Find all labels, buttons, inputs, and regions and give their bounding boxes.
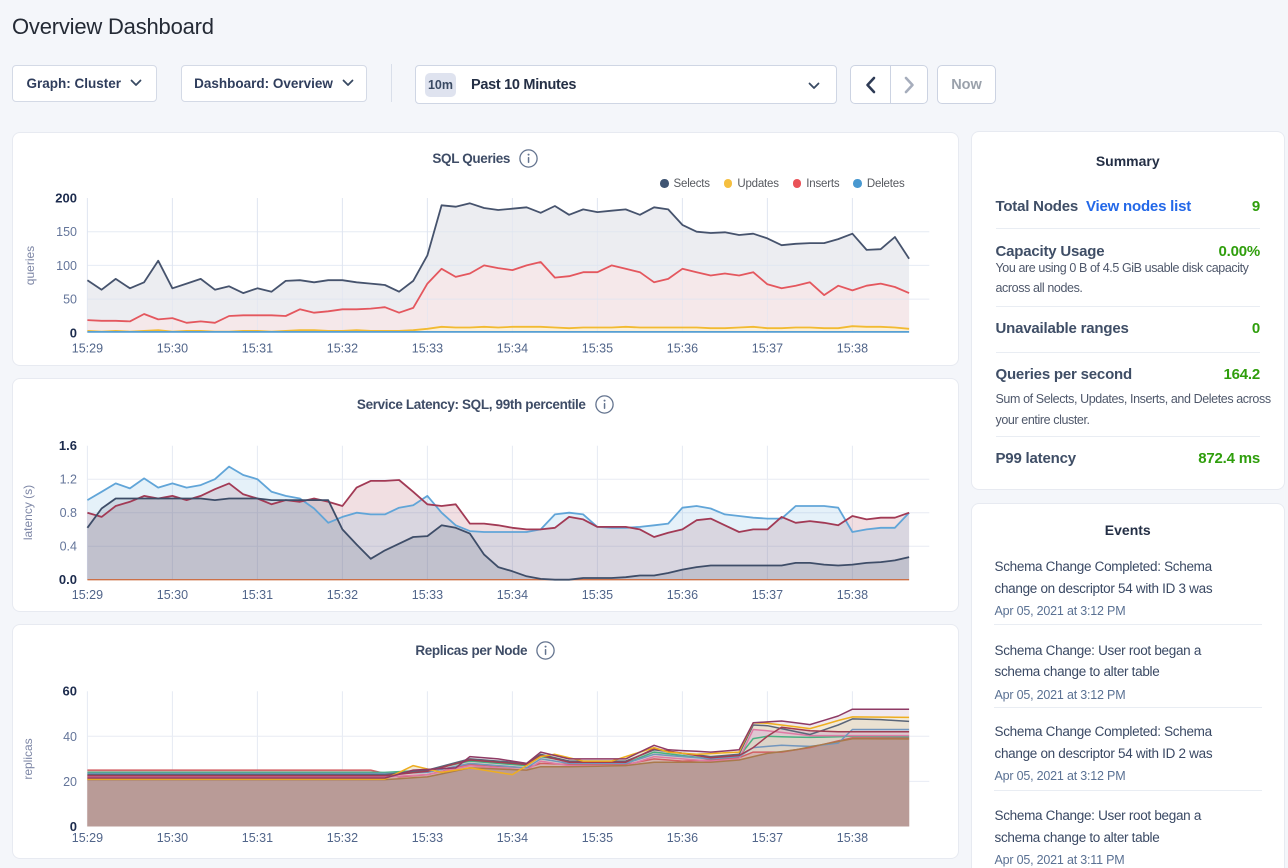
svg-text:15:32: 15:32 [327,341,358,355]
svg-text:100: 100 [56,258,77,272]
svg-text:0.8: 0.8 [60,506,77,520]
svg-text:15:37: 15:37 [752,341,783,355]
svg-text:15:37: 15:37 [752,588,783,602]
svg-text:0: 0 [70,819,77,834]
svg-text:latency (s): latency (s) [21,484,35,539]
svg-text:15:34: 15:34 [497,831,528,845]
svg-text:15:33: 15:33 [412,831,443,845]
svg-text:150: 150 [56,225,77,239]
svg-text:200: 200 [55,190,77,205]
svg-text:queries: queries [23,245,37,284]
svg-text:15:36: 15:36 [667,341,698,355]
svg-text:15:30: 15:30 [157,341,188,355]
svg-text:15:35: 15:35 [582,341,613,355]
svg-text:1.6: 1.6 [59,438,77,453]
svg-text:15:36: 15:36 [667,831,698,845]
svg-text:15:35: 15:35 [582,831,613,845]
svg-text:15:31: 15:31 [242,831,273,845]
svg-text:15:30: 15:30 [157,588,188,602]
svg-text:15:31: 15:31 [242,588,273,602]
svg-text:15:38: 15:38 [837,341,868,355]
svg-text:15:36: 15:36 [667,588,698,602]
svg-text:15:37: 15:37 [752,831,783,845]
svg-text:15:31: 15:31 [242,341,273,355]
svg-text:0.0: 0.0 [59,572,77,587]
svg-text:15:32: 15:32 [327,588,358,602]
svg-text:0.4: 0.4 [60,539,77,553]
svg-text:20: 20 [63,775,77,789]
svg-text:15:35: 15:35 [582,588,613,602]
svg-text:replicas: replicas [21,739,35,780]
svg-text:60: 60 [63,684,77,699]
svg-text:1.2: 1.2 [60,472,77,486]
svg-text:15:38: 15:38 [837,831,868,845]
svg-text:50: 50 [63,292,77,306]
svg-text:15:32: 15:32 [327,831,358,845]
svg-text:0: 0 [70,325,77,340]
svg-text:15:29: 15:29 [72,588,103,602]
svg-text:15:38: 15:38 [837,588,868,602]
svg-text:15:29: 15:29 [72,341,103,355]
svg-text:15:29: 15:29 [72,831,103,845]
svg-text:40: 40 [63,730,77,744]
svg-text:15:30: 15:30 [157,831,188,845]
svg-text:15:34: 15:34 [497,588,528,602]
svg-text:15:33: 15:33 [412,341,443,355]
svg-text:15:34: 15:34 [497,341,528,355]
svg-text:15:33: 15:33 [412,588,443,602]
